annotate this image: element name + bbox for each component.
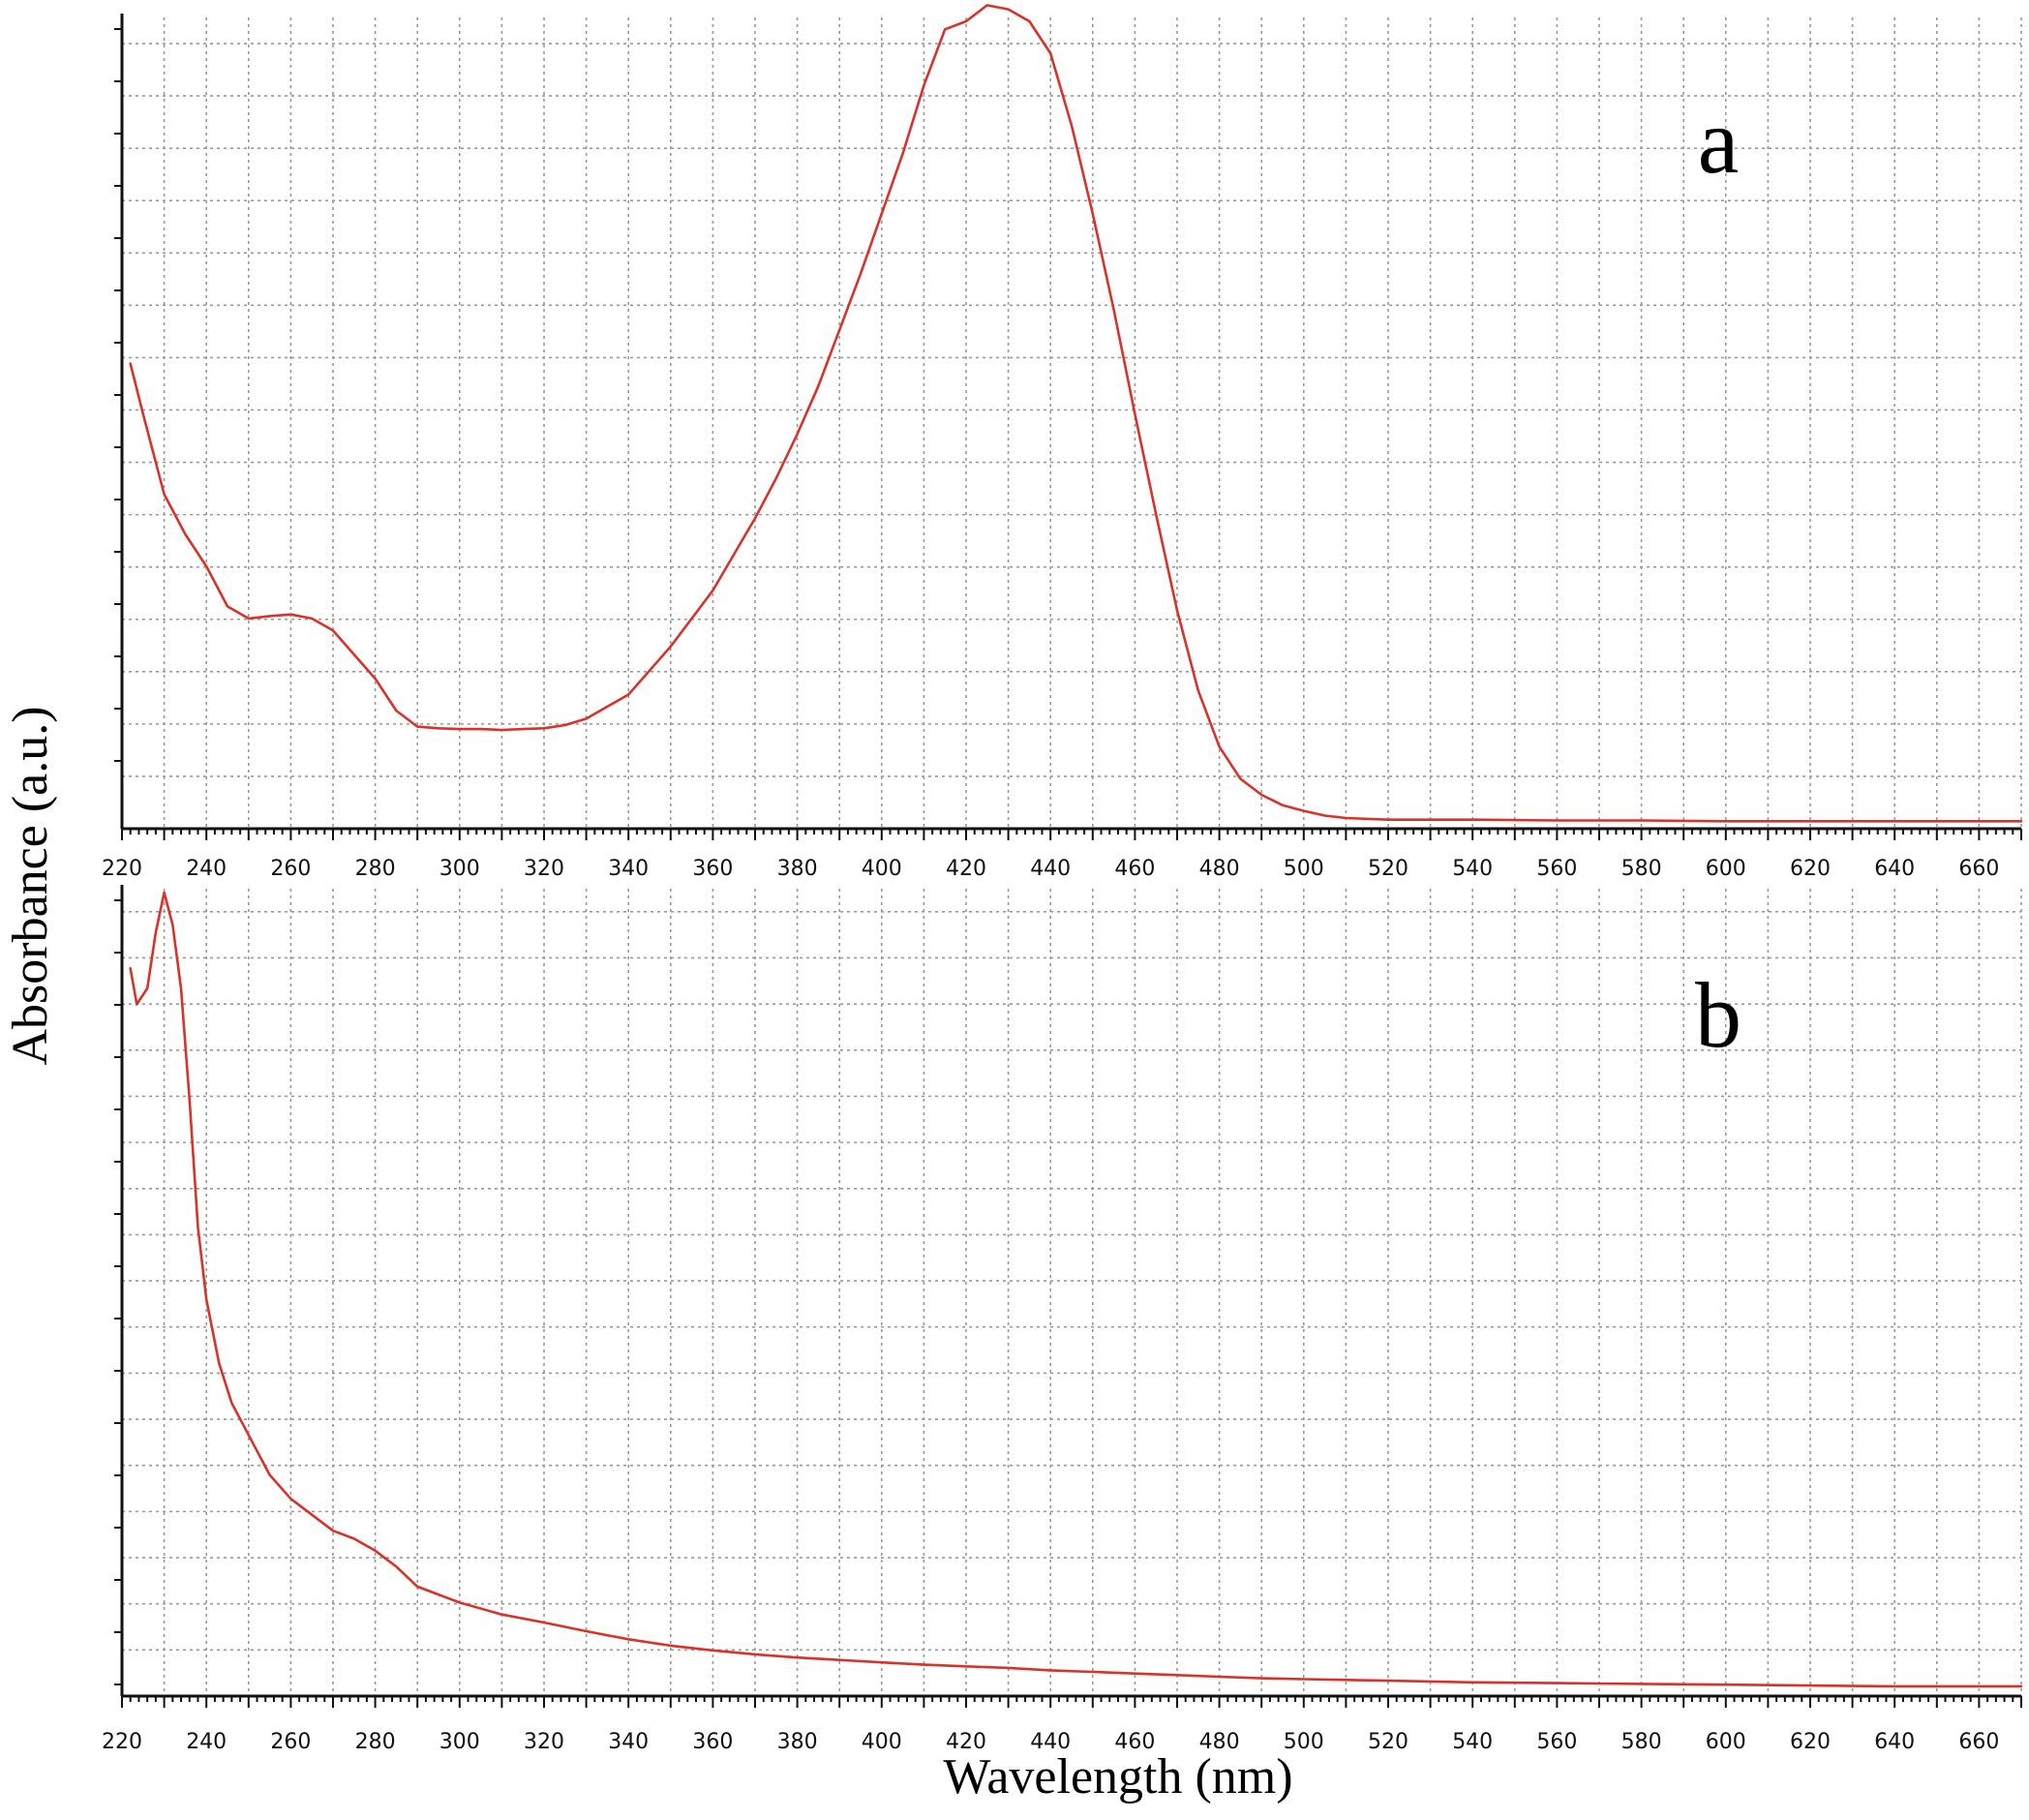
x-tick-label: 600 — [1706, 857, 1746, 881]
x-tick-label: 420 — [946, 857, 986, 881]
absorbance-curve — [129, 4, 2023, 823]
x-tick-label: 260 — [270, 1730, 311, 1754]
panel-b: 220 240 260 280 300 320 340 360 380 400 420 440 460 4… — [102, 885, 2023, 1754]
x-tick-label: 620 — [1790, 1730, 1831, 1754]
x-tick-label: 360 — [692, 857, 733, 881]
x-tick-label: 260 — [270, 857, 311, 881]
x-tick-label: 280 — [355, 857, 396, 881]
x-tick-label: 520 — [1368, 857, 1408, 881]
x-tick-label: 240 — [186, 857, 227, 881]
x-tick-label: 340 — [608, 857, 649, 881]
x-tick-label: 640 — [1874, 857, 1915, 881]
x-tick-label: 300 — [439, 1730, 480, 1754]
x-tick-label: 220 — [102, 1730, 142, 1754]
x-tick-label: 620 — [1790, 857, 1831, 881]
x-tick-label: 520 — [1368, 1730, 1408, 1754]
x-tick-label: 280 — [355, 1730, 396, 1754]
x-tick-label: 300 — [439, 857, 480, 881]
x-tick-label: 480 — [1199, 857, 1240, 881]
x-tick-label: 560 — [1536, 857, 1577, 881]
y-axis-title: Absorbance (a.u.) — [3, 706, 58, 1065]
absorbance-curve — [129, 891, 2023, 1688]
x-tick-label: 460 — [1114, 1730, 1155, 1754]
x-tick-label: 500 — [1284, 857, 1324, 881]
x-tick-label: 580 — [1621, 1730, 1662, 1754]
x-tick-label: 660 — [1958, 857, 1999, 881]
x-tick-label: 400 — [862, 857, 902, 881]
x-axis-title: Wavelength (nm) — [943, 1749, 1292, 1805]
x-tick-label: 380 — [777, 857, 818, 881]
x-tick-label: 460 — [1114, 857, 1155, 881]
x-tick-label: 320 — [524, 1730, 564, 1754]
x-tick-label: 640 — [1874, 1730, 1915, 1754]
x-tick-label: 360 — [692, 1730, 733, 1754]
x-tick-label: 440 — [1030, 1730, 1071, 1754]
x-tick-label: 660 — [1958, 1730, 1999, 1754]
x-tick-label: 320 — [524, 857, 564, 881]
x-tick-label: 480 — [1199, 1730, 1240, 1754]
x-tick-label: 600 — [1706, 1730, 1746, 1754]
x-tick-label: 240 — [186, 1730, 227, 1754]
x-tick-label: 540 — [1452, 857, 1493, 881]
x-tick-label: 580 — [1621, 857, 1662, 881]
x-tick-label: 220 — [102, 857, 142, 881]
x-tick-label: 420 — [946, 1730, 986, 1754]
x-tick-label: 380 — [777, 1730, 818, 1754]
x-tick-label: 500 — [1284, 1730, 1324, 1754]
x-tick-label: 540 — [1452, 1730, 1493, 1754]
x-tick-label: 440 — [1030, 857, 1071, 881]
panel-label: b — [1695, 963, 1741, 1067]
panel-label: a — [1698, 89, 1740, 193]
x-tick-label: 340 — [608, 1730, 649, 1754]
x-tick-label: 400 — [862, 1730, 902, 1754]
x-tick-label: 560 — [1536, 1730, 1577, 1754]
panel-a: 220 240 260 280 300 320 340 360 380 400 420 440 460 4… — [102, 4, 2023, 881]
